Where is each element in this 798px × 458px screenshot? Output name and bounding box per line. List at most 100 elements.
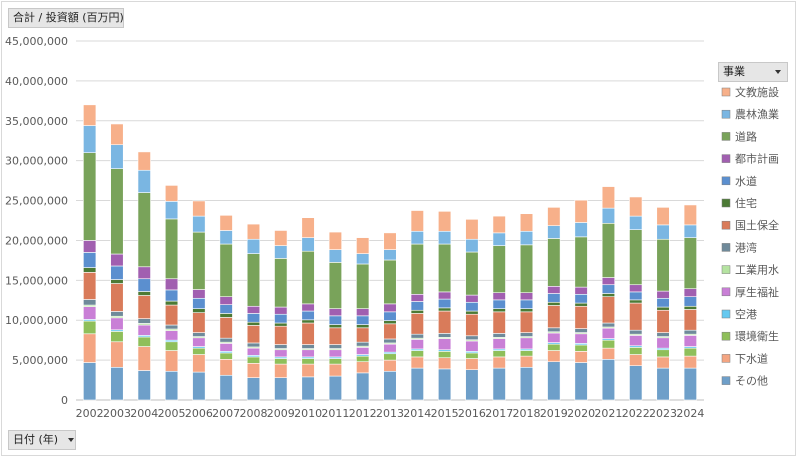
bar-segment [274,306,288,315]
bar-segment [164,350,179,372]
gridlines [76,40,704,401]
bar-segment [574,333,588,344]
bar-segment [301,310,315,321]
bar-segment [465,310,479,315]
bar-segment [83,125,97,153]
bar-segment [192,231,206,290]
bar-segment [492,299,506,309]
bar-segment [574,362,588,401]
bar-segment [246,223,261,240]
legend: 文教施設農林漁業道路都市計画水道住宅国土保全港湾工業用水厚生福祉空港環境衛生下水… [721,85,779,388]
bar-segment [83,240,97,253]
bar-segment [301,349,315,358]
bar-segment [683,288,697,297]
bar-segment [683,224,697,238]
bar-segment [465,340,479,352]
bar-segment [574,222,588,238]
bar-segment [83,152,97,241]
bar-segment [137,324,151,336]
bar-segment [601,277,616,286]
bar-segment [383,232,397,250]
bar-segment [356,324,370,329]
bar-segment [519,366,534,401]
bar-segment [274,258,288,308]
bar-segment [110,283,124,312]
bar-segment [547,225,561,239]
bar-segment [465,369,479,401]
bar-segment [492,367,506,401]
bar-segment [83,306,97,320]
bar-segment [410,301,424,311]
x-tick-label: 2006 [185,407,213,420]
bar-segment [356,355,370,363]
bar-segment [83,299,97,306]
bar-segment [274,358,288,365]
x-tick-label: 2009 [267,407,295,420]
legend-swatch [721,154,731,163]
bar-segment [164,304,179,326]
bar-segment [601,347,616,360]
legend-entry: 工業用水 [735,264,779,277]
bar-segment [547,361,561,401]
bar-segment [246,313,261,323]
bar-segment [301,363,315,378]
bar-segment [192,289,206,299]
bar-segment [137,291,151,296]
bar-segment [574,286,588,295]
bar-segment [246,238,261,254]
y-tick-label: 15,000,000 [5,274,68,287]
bar-segment [192,297,206,309]
bar-segment [465,219,479,240]
y-tick-label: 45,000,000 [5,35,68,48]
bar-segment [246,363,261,378]
bar-segment [465,294,479,303]
bar-segment [219,304,233,314]
value-field-button[interactable]: 合計 / 投資額 (百万円) [8,8,124,28]
bar-segment [574,236,588,288]
legend-swatch [721,220,731,230]
legend-entry: 都市計画 [735,152,779,166]
bar-segment [492,356,506,369]
axis-field-button[interactable]: 日付 (年) [8,430,76,450]
bar-segment [547,305,561,329]
bar-segment [465,358,479,370]
chevron-down-icon[interactable] [775,70,781,74]
bar-segment [219,337,233,343]
bar-segment [683,305,697,310]
legend-swatch [721,132,731,141]
y-tick-label: 0 [61,394,68,407]
legend-swatch [721,309,731,319]
bar-segment [137,346,151,371]
chevron-down-icon[interactable] [67,438,74,442]
bar-segment [356,347,370,355]
bar-segment [246,253,261,307]
bar-segment [246,325,261,344]
bar-segment [683,204,697,226]
legend-entry: 住宅 [735,196,757,210]
bar-segment [519,311,534,333]
bar-segment [410,356,424,369]
bar-segment [547,327,561,333]
bar-segment [601,186,616,209]
bar-segment [164,300,179,306]
bar-segment [656,356,670,369]
y-tick-label: 30,000,000 [5,155,68,168]
bar-segment [192,215,206,233]
bar-segment [492,333,506,338]
bar-segment [601,339,616,349]
bar-segment [356,253,370,265]
bar-segment [410,210,424,232]
legend-field-button[interactable]: 事業 [718,62,788,82]
bar-segment [110,331,124,343]
bar-segment [301,237,315,252]
bar-segment [301,303,315,312]
bar-segment [83,362,97,401]
bar-segment [83,104,97,126]
bar-segment [656,337,670,349]
bar-segment [519,292,534,301]
bar-segment [328,327,342,345]
bar-segment [219,243,233,297]
bar-segment [492,338,506,350]
bar-segment [383,259,397,305]
bar-segment [492,245,506,293]
